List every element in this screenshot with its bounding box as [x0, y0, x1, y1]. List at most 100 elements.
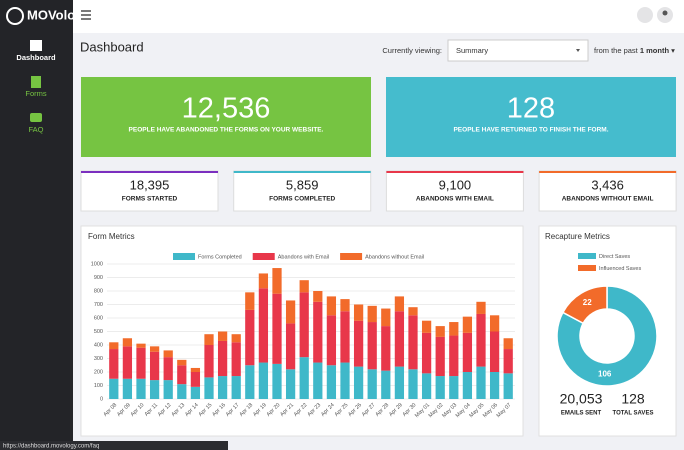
nav-item[interactable]: FAQ: [28, 125, 43, 134]
stat-label: ABANDONS WITHOUT EMAIL: [562, 196, 654, 203]
pie-slice: [561, 285, 608, 325]
highlight-value: 128: [507, 93, 555, 125]
bar: [340, 362, 350, 399]
bar: [258, 273, 269, 289]
bar: [109, 378, 119, 399]
menu-icon[interactable]: [81, 10, 91, 20]
bar: [299, 292, 309, 358]
bar: [122, 378, 133, 399]
nav-item[interactable]: Dashboard: [16, 53, 56, 62]
nav-item[interactable]: Forms: [25, 89, 46, 98]
period-prefix: from the past: [594, 46, 639, 55]
forms-icon: [31, 76, 41, 88]
faq-icon: [30, 113, 42, 122]
bar: [285, 369, 296, 399]
bar: [421, 320, 432, 333]
bar: [489, 372, 500, 399]
bar: [163, 350, 173, 358]
legend-swatch: [578, 265, 596, 271]
bar: [136, 343, 146, 348]
bar: [449, 335, 459, 377]
stat-card: [385, 170, 524, 212]
bar: [122, 338, 133, 347]
bar: [353, 366, 364, 399]
legend-swatch: [173, 253, 195, 260]
legend-label: Influenced Saves: [599, 266, 641, 272]
highlight-label: PEOPLE HAVE RETURNED TO FINISH THE FORM.: [453, 127, 608, 134]
bar: [258, 362, 269, 399]
bar: [326, 315, 337, 366]
sidebar: [0, 0, 73, 450]
bar: [231, 376, 241, 399]
bar: [122, 346, 133, 379]
period[interactable]: from the past 1 month ▾: [594, 46, 675, 55]
logo[interactable]: MOVology: [27, 7, 91, 22]
bar: [190, 386, 201, 399]
y-tick-label: 800: [94, 288, 103, 294]
y-tick-label: 600: [94, 315, 103, 321]
bar: [109, 349, 119, 379]
slice-label: 22: [583, 298, 592, 307]
bar: [340, 311, 350, 363]
bar: [435, 326, 445, 337]
bar: [217, 331, 228, 341]
stat-label: ABANDONS WITH EMAIL: [416, 196, 494, 203]
bar: [381, 308, 391, 327]
slice-label: 106: [598, 370, 612, 379]
bar: [449, 322, 459, 336]
bar: [272, 293, 282, 364]
status-bar: [0, 441, 228, 450]
view-select[interactable]: [447, 39, 589, 62]
page-title: Dashboard: [80, 39, 144, 54]
recapture-value: 128: [621, 391, 645, 407]
viewing-label: Currently viewing:: [382, 46, 442, 55]
select-caret: [576, 49, 580, 52]
top-bar: [0, 0, 684, 33]
pie-slice: [556, 285, 658, 387]
bar: [272, 268, 282, 294]
bar: [177, 384, 187, 399]
bar: [340, 299, 350, 312]
bar: [476, 366, 486, 399]
bar: [136, 347, 146, 379]
bar: [231, 342, 241, 377]
bar: [109, 342, 119, 350]
bar: [231, 334, 241, 343]
bar: [190, 367, 201, 372]
bar: [217, 340, 228, 377]
view-select-value: Summary: [456, 46, 488, 55]
bar: [163, 380, 173, 399]
y-tick-label: 900: [94, 275, 103, 281]
bar: [408, 369, 418, 399]
legend-label: Forms Completed: [198, 254, 242, 260]
y-tick-label: 400: [94, 342, 103, 348]
recapture-label: EMAILS SENT: [561, 411, 602, 417]
y-tick-label: 700: [94, 302, 103, 308]
bar: [394, 296, 405, 312]
bar: [408, 307, 418, 316]
notifications[interactable]: [637, 7, 653, 23]
recapture-value: 20,053: [560, 391, 603, 407]
bar: [245, 309, 255, 366]
period-value: 1 month: [640, 46, 670, 55]
bar: [326, 296, 337, 316]
bar: [489, 331, 500, 372]
stat-value: 18,395: [130, 177, 170, 192]
bar: [462, 332, 473, 372]
bar: [326, 365, 337, 399]
highlight-card: [386, 77, 676, 157]
bar: [163, 357, 173, 381]
bar: [353, 304, 364, 321]
bar: [136, 378, 146, 399]
bar: [299, 357, 309, 399]
bar: [449, 376, 459, 399]
legend-label: Direct Saves: [599, 254, 630, 260]
recapture-label: TOTAL SAVES: [613, 411, 654, 417]
bar: [489, 315, 500, 332]
bar: [435, 376, 445, 399]
bar: [245, 292, 255, 310]
bar: [204, 345, 214, 378]
stat-label: FORMS COMPLETED: [269, 196, 335, 203]
bar: [503, 338, 513, 350]
